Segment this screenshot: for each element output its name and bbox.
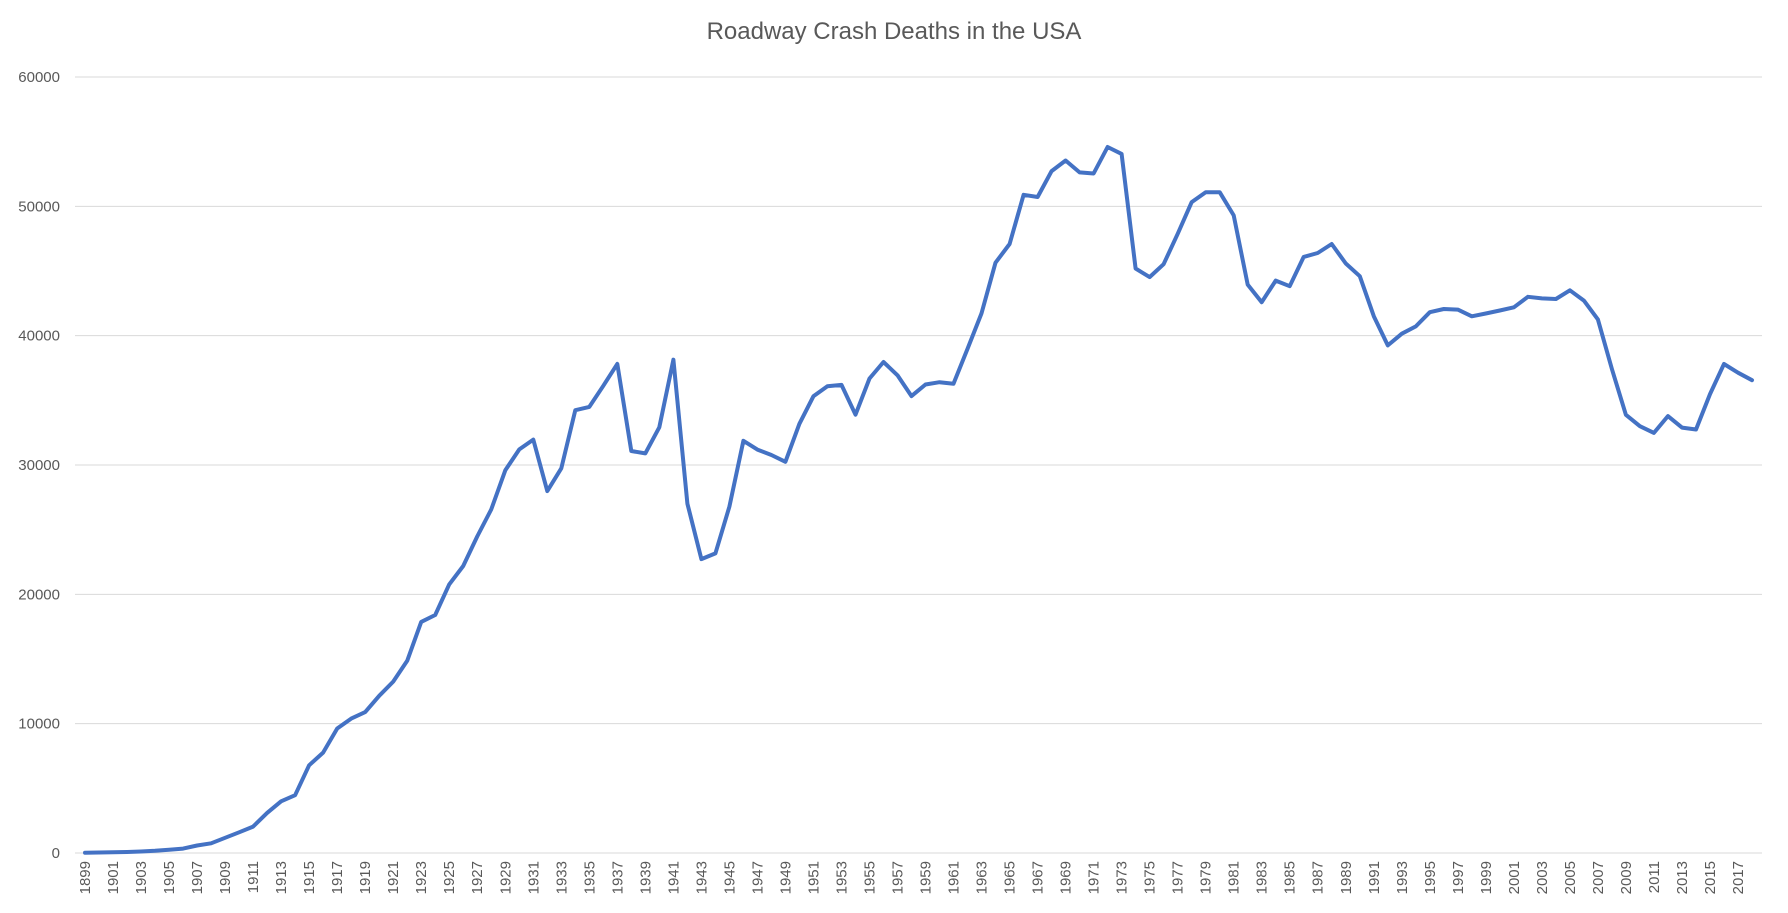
y-tick-label: 50000	[18, 198, 60, 215]
x-tick-label: 1949	[777, 861, 794, 894]
x-tick-label: 2001	[1506, 861, 1523, 894]
x-tick-label: 1965	[1002, 861, 1019, 894]
y-tick-label: 30000	[18, 457, 60, 474]
x-tick-label: 1997	[1450, 861, 1467, 894]
y-tick-label: 0	[52, 845, 60, 862]
x-tick-label: 2013	[1674, 861, 1691, 894]
x-tick-label: 1907	[189, 861, 206, 894]
x-tick-label: 1989	[1338, 861, 1355, 894]
x-tick-label: 2015	[1702, 861, 1719, 894]
x-tick-label: 1975	[1142, 861, 1159, 894]
x-tick-label: 2003	[1534, 861, 1551, 894]
x-tick-label: 2009	[1618, 861, 1635, 894]
x-tick-label: 1915	[301, 861, 318, 894]
y-axis-tick-labels: 0 10000 20000 30000 40000 50000 60000	[18, 69, 60, 862]
x-tick-label: 1937	[609, 861, 626, 894]
x-tick-label: 1919	[357, 861, 374, 894]
x-tick-label: 1945	[721, 861, 738, 894]
x-tick-label: 1955	[861, 861, 878, 894]
x-tick-label: 1943	[693, 861, 710, 894]
x-tick-label: 1927	[469, 861, 486, 894]
x-tick-label: 1963	[974, 861, 991, 894]
x-tick-label: 1953	[833, 861, 850, 894]
x-tick-label: 1899	[77, 861, 94, 894]
x-tick-label: 1933	[553, 861, 570, 894]
x-tick-label: 1917	[329, 861, 346, 894]
x-tick-label: 1991	[1366, 861, 1383, 894]
x-tick-label: 1979	[1198, 861, 1215, 894]
x-tick-label: 1911	[245, 861, 262, 893]
y-tick-label: 40000	[18, 328, 60, 345]
x-tick-label: 1903	[133, 861, 150, 894]
y-tick-label: 20000	[18, 586, 60, 603]
x-tick-label: 1959	[918, 861, 935, 894]
x-tick-label: 1935	[581, 861, 598, 894]
x-tick-label: 1973	[1114, 861, 1131, 894]
x-tick-label: 1981	[1226, 861, 1243, 894]
x-tick-label: 1995	[1422, 861, 1439, 894]
x-tick-label: 1931	[525, 861, 542, 894]
x-tick-label: 2017	[1730, 861, 1747, 894]
x-tick-label: 1985	[1282, 861, 1299, 894]
x-tick-label: 1993	[1394, 861, 1411, 894]
x-tick-label: 1929	[497, 861, 514, 894]
x-tick-label: 1987	[1310, 861, 1327, 894]
series-line	[83, 145, 1754, 855]
x-tick-label: 1909	[217, 861, 234, 894]
y-tick-label: 10000	[18, 716, 60, 733]
x-tick-label: 1957	[889, 861, 906, 894]
x-tick-label: 1901	[105, 861, 122, 894]
x-tick-label: 1951	[805, 861, 822, 894]
x-tick-label: 1983	[1254, 861, 1271, 894]
x-tick-label: 1947	[749, 861, 766, 894]
x-tick-label: 1977	[1170, 861, 1187, 894]
x-tick-label: 1969	[1058, 861, 1075, 894]
chart-title: Roadway Crash Deaths in the USA	[706, 18, 1082, 45]
x-tick-label: 1921	[385, 861, 402, 894]
x-tick-label: 2005	[1562, 861, 1579, 894]
y-tick-label: 60000	[18, 69, 60, 86]
x-tick-label: 1967	[1030, 861, 1047, 894]
x-tick-label: 1971	[1086, 861, 1103, 894]
x-tick-label: 1999	[1478, 861, 1495, 894]
x-tick-label: 1941	[665, 861, 682, 894]
x-tick-label: 1961	[946, 861, 963, 894]
x-tick-label: 1905	[161, 861, 178, 894]
x-tick-label: 2007	[1590, 861, 1607, 894]
series-layer	[83, 145, 1754, 855]
grid-lines	[75, 76, 1762, 854]
x-tick-label: 1925	[441, 861, 458, 894]
x-tick-label: 2011	[1646, 861, 1663, 893]
x-tick-label: 1939	[637, 861, 654, 894]
x-axis-tick-labels: 1899 1901 1903 1905 1907 1909 1911 1913 1915 1917…	[77, 861, 1747, 894]
x-tick-label: 1913	[273, 861, 290, 894]
x-tick-label: 1923	[413, 861, 430, 894]
